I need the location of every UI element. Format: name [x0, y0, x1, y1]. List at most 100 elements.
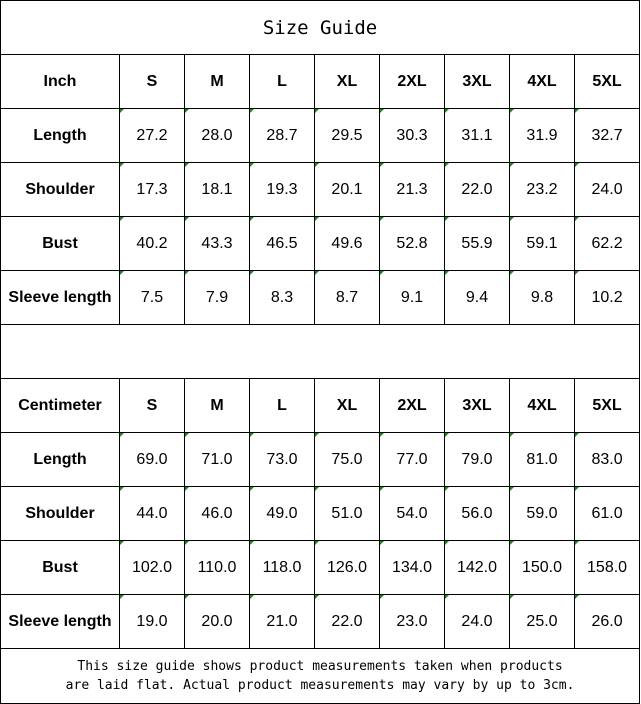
size-header: 4XL — [509, 54, 575, 109]
row-label: Length — [0, 432, 120, 487]
measurement-cell: 7.5 — [119, 270, 185, 325]
measurement-cell: 81.0 — [509, 432, 575, 487]
measurement-cell: 46.0 — [184, 486, 250, 541]
measurement-cell: 46.5 — [249, 216, 315, 271]
measurement-cell: 134.0 — [379, 540, 445, 595]
row-label: Sleeve length — [0, 594, 120, 649]
measurement-cell: 29.5 — [314, 108, 380, 163]
measurement-cell: 71.0 — [184, 432, 250, 487]
measurement-cell: 69.0 — [119, 432, 185, 487]
measurement-cell: 79.0 — [444, 432, 510, 487]
measurement-cell: 8.7 — [314, 270, 380, 325]
measurement-cell: 59.1 — [509, 216, 575, 271]
measurement-cell: 49.6 — [314, 216, 380, 271]
measurement-cell: 20.0 — [184, 594, 250, 649]
measurement-cell: 118.0 — [249, 540, 315, 595]
row-label: Shoulder — [0, 162, 120, 217]
measurement-cell: 28.7 — [249, 108, 315, 163]
table-row: Shoulder 44.0 46.0 49.0 51.0 54.0 56.0 59.0 61.0 — [0, 486, 641, 541]
measurement-cell: 9.1 — [379, 270, 445, 325]
row-label: Sleeve length — [0, 270, 120, 325]
measurement-cell: 61.0 — [573, 486, 641, 541]
size-header: 4XL — [509, 378, 575, 433]
measurement-cell: 25.0 — [509, 594, 575, 649]
measurement-cell: 62.2 — [573, 216, 641, 271]
table-row: Sleeve length 19.0 20.0 21.0 22.0 23.0 24.0 25.… — [0, 594, 641, 649]
measurement-cell: 31.1 — [444, 108, 510, 163]
measurement-cell: 158.0 — [573, 540, 641, 595]
row-label: Bust — [0, 540, 120, 595]
measurement-cell: 52.8 — [379, 216, 445, 271]
measurement-cell: 18.1 — [184, 162, 250, 217]
row-label: Length — [0, 108, 120, 163]
size-header: 2XL — [379, 378, 445, 433]
table-row: Length 27.2 28.0 28.7 29.5 30.3 31.1 31.9 32.7 — [0, 108, 641, 163]
measurement-cell: 23.0 — [379, 594, 445, 649]
measurement-cell: 24.0 — [573, 162, 641, 217]
footer-row: This size guide shows product measuremen… — [0, 648, 641, 704]
footer-line-1: This size guide shows product measuremen… — [77, 659, 563, 674]
measurement-cell: 55.9 — [444, 216, 510, 271]
measurement-cell: 21.0 — [249, 594, 315, 649]
measurement-cell: 49.0 — [249, 486, 315, 541]
size-header: 5XL — [573, 54, 641, 109]
measurement-cell: 28.0 — [184, 108, 250, 163]
measurement-cell: 126.0 — [314, 540, 380, 595]
unit-header: Centimeter — [0, 378, 120, 433]
spacer — [0, 324, 641, 379]
measurement-cell: 32.7 — [573, 108, 641, 163]
measurement-cell: 142.0 — [444, 540, 510, 595]
size-header: S — [119, 54, 185, 109]
size-header: M — [184, 378, 250, 433]
size-header: 2XL — [379, 54, 445, 109]
measurement-cell: 27.2 — [119, 108, 185, 163]
table-row: Bust 102.0 110.0 118.0 126.0 134.0 142.0 150.0 1… — [0, 540, 641, 595]
table-title: Size Guide — [0, 0, 641, 55]
measurement-cell: 19.0 — [119, 594, 185, 649]
measurement-cell: 26.0 — [573, 594, 641, 649]
table-row: Sleeve length 7.5 7.9 8.3 8.7 9.1 9.4 9.8 10.2 — [0, 270, 641, 325]
measurement-cell: 75.0 — [314, 432, 380, 487]
size-header: L — [249, 54, 315, 109]
measurement-cell: 73.0 — [249, 432, 315, 487]
measurement-cell: 102.0 — [119, 540, 185, 595]
header-row: Centimeter S M L XL 2XL 3XL 4XL 5XL — [0, 378, 641, 433]
spacer-row — [0, 324, 641, 379]
measurement-cell: 19.3 — [249, 162, 315, 217]
measurement-cell: 110.0 — [184, 540, 250, 595]
size-header: 3XL — [444, 54, 510, 109]
measurement-cell: 22.0 — [314, 594, 380, 649]
measurement-cell: 24.0 — [444, 594, 510, 649]
measurement-cell: 30.3 — [379, 108, 445, 163]
measurement-cell: 77.0 — [379, 432, 445, 487]
measurement-cell: 22.0 — [444, 162, 510, 217]
footer-line-2: are laid flat. Actual product measuremen… — [65, 678, 575, 693]
measurement-cell: 9.8 — [509, 270, 575, 325]
measurement-cell: 150.0 — [509, 540, 575, 595]
measurement-cell: 17.3 — [119, 162, 185, 217]
measurement-cell: 44.0 — [119, 486, 185, 541]
size-header: XL — [314, 378, 380, 433]
row-label: Shoulder — [0, 486, 120, 541]
measurement-cell: 8.3 — [249, 270, 315, 325]
measurement-cell: 31.9 — [509, 108, 575, 163]
measurement-cell: 83.0 — [573, 432, 641, 487]
measurement-cell: 9.4 — [444, 270, 510, 325]
row-label: Bust — [0, 216, 120, 271]
measurement-cell: 23.2 — [509, 162, 575, 217]
unit-header: Inch — [0, 54, 120, 109]
size-header: 3XL — [444, 378, 510, 433]
table-row: Bust 40.2 43.3 46.5 49.6 52.8 55.9 59.1 62.2 — [0, 216, 641, 271]
size-header: XL — [314, 54, 380, 109]
size-header: L — [249, 378, 315, 433]
measurement-cell: 10.2 — [573, 270, 641, 325]
measurement-cell: 40.2 — [119, 216, 185, 271]
measurement-cell: 21.3 — [379, 162, 445, 217]
measurement-cell: 56.0 — [444, 486, 510, 541]
measurement-cell: 51.0 — [314, 486, 380, 541]
size-header: 5XL — [573, 378, 641, 433]
measurement-cell: 54.0 — [379, 486, 445, 541]
header-row: Inch S M L XL 2XL 3XL 4XL 5XL — [0, 54, 641, 109]
footer-note: This size guide shows product measuremen… — [0, 648, 641, 704]
